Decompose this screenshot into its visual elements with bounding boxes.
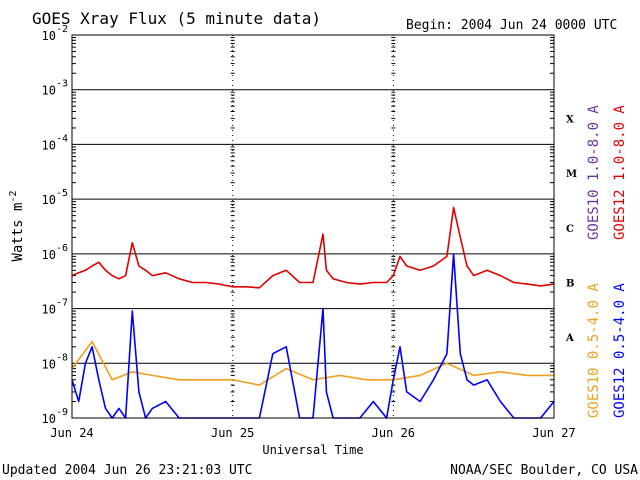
legend-entry: GOES12 0.5-4.0 A [612, 283, 628, 418]
flare-class-a: A [565, 333, 574, 344]
y-tick-label: 10 [42, 29, 56, 43]
series-layer [71, 206, 555, 419]
series-line-2 [71, 340, 554, 386]
y-tick-label: 10 [42, 357, 56, 371]
series-line-1 [71, 253, 555, 419]
flare-class-b: B [566, 278, 574, 289]
x-tick-labels: Jun 24 Jun 25 Jun 26 Jun 27 [50, 426, 575, 440]
grid [72, 34, 554, 419]
source-credit: NOAA/SEC Boulder, CO USA [450, 463, 638, 478]
y-tick-exponent: -2 [56, 24, 68, 35]
y-axis-label: Watts m-2 [8, 190, 26, 261]
y-tick-exponent: -7 [56, 298, 68, 309]
y-tick-label: 10 [42, 193, 56, 207]
flare-class-m: M [566, 169, 577, 180]
legend-entry: GOES10 0.5-4.0 A [586, 283, 602, 418]
y-tick-exponent: -6 [56, 243, 68, 254]
x-tick-label: Jun 25 [211, 426, 254, 440]
y-tick-label: 10 [42, 412, 56, 426]
y-tick-label: 10 [42, 138, 56, 152]
legend-entry: GOES12 1.0-8.0 A [612, 105, 628, 240]
flare-class-x: X [566, 114, 574, 125]
y-tick-labels: 10-210-310-410-510-610-710-810-9 [42, 24, 69, 426]
legend: GOES10 1.0-8.0 A GOES12 1.0-8.0 A GOES10 0… [586, 105, 628, 418]
x-tick-label: Jun 24 [50, 426, 93, 440]
y-tick-label: 10 [42, 84, 56, 98]
flare-class-labels: X M C B A [565, 114, 577, 344]
x-tick-label: Jun 26 [372, 426, 415, 440]
flare-class-c: C [566, 224, 574, 235]
y-axis-label-exponent: -2 [8, 190, 19, 202]
plot-area [71, 34, 555, 419]
chart-title: GOES Xray Flux (5 minute data) [32, 9, 321, 28]
y-tick-exponent: -5 [56, 188, 68, 199]
legend-entry: GOES10 1.0-8.0 A [586, 105, 602, 240]
y-tick-exponent: -9 [56, 407, 68, 418]
series-line-0 [71, 206, 555, 289]
y-axis-label-group: Watts m-2 [8, 190, 26, 261]
x-tick-label: Jun 27 [532, 426, 575, 440]
y-tick-exponent: -4 [56, 133, 68, 144]
y-tick-label: 10 [42, 248, 56, 262]
x-axis-label: Universal Time [262, 443, 363, 457]
updated-timestamp: Updated 2004 Jun 26 23:21:03 UTC [2, 463, 252, 478]
y-tick-exponent: -8 [56, 352, 68, 363]
y-tick-exponent: -3 [56, 79, 68, 90]
y-tick-label: 10 [42, 303, 56, 317]
plot-frame [71, 34, 555, 419]
begin-time: Begin: 2004 Jun 24 0000 UTC [406, 18, 617, 33]
